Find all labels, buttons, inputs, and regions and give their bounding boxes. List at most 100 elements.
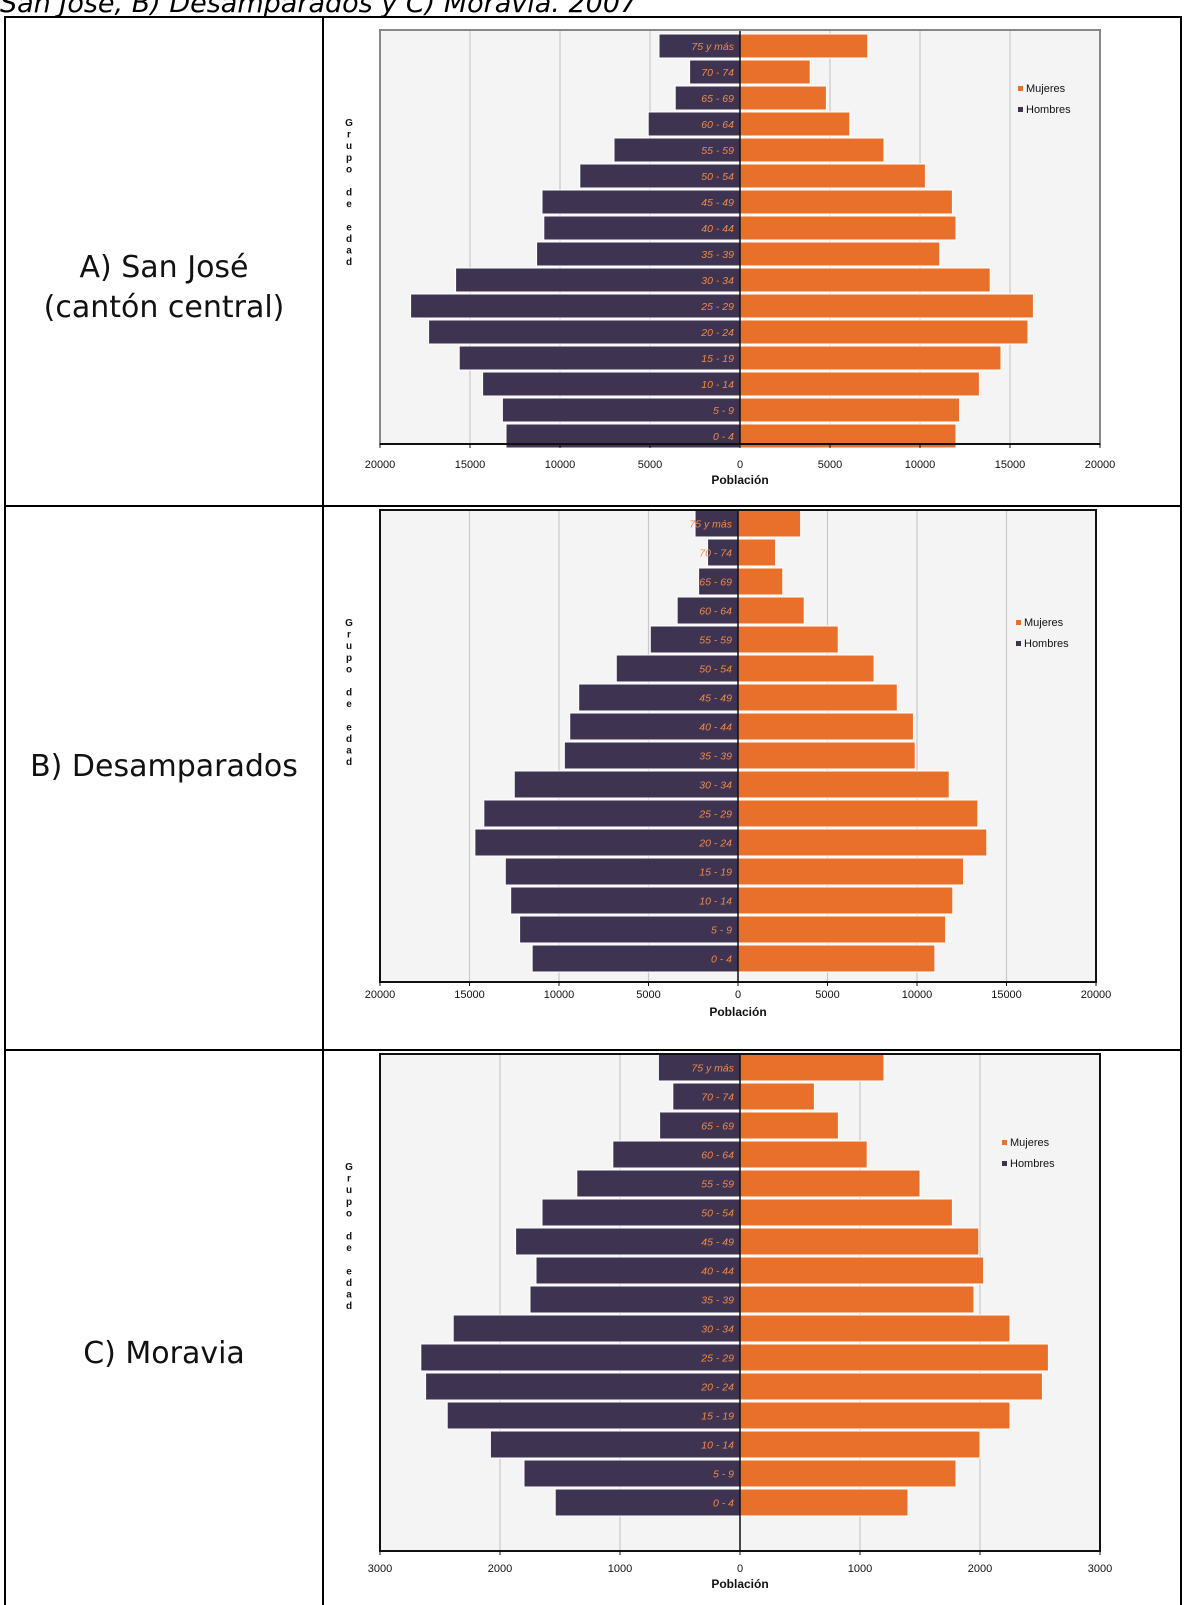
- age-group-label: 30 - 34: [701, 275, 734, 287]
- bar-hombres: [615, 654, 739, 683]
- legend-entry: Mujeres: [1026, 83, 1066, 95]
- row-label-line: B) Desamparados: [30, 749, 298, 784]
- bar-hombres: [428, 319, 741, 345]
- bar-hombres: [563, 741, 739, 770]
- x-tick-label: 15000: [995, 459, 1026, 471]
- age-group-label: 5 - 9: [711, 925, 732, 937]
- bar-mujeres: [737, 944, 936, 973]
- bar-hombres: [489, 1430, 741, 1459]
- bar-hombres: [541, 1198, 741, 1227]
- bar-mujeres: [739, 1140, 868, 1169]
- x-tick-label: 2000: [968, 1563, 992, 1575]
- legend-entry: Hombres: [1024, 638, 1069, 650]
- row-label-moravia: C) Moravia: [6, 1334, 322, 1374]
- x-tick-label: 20000: [365, 459, 396, 471]
- age-group-label: 45 - 49: [701, 197, 734, 209]
- row-label-line: A) San José: [79, 250, 249, 285]
- age-group-label: 20 - 24: [698, 838, 732, 850]
- age-group-label: 35 - 39: [701, 1295, 734, 1307]
- bar-hombres: [483, 799, 739, 828]
- bar-mujeres: [739, 85, 827, 111]
- table-caption: San José, B) Desamparados y C) Moravia. …: [0, 0, 638, 19]
- bar-mujeres: [739, 1285, 975, 1314]
- x-tick-label: 1000: [848, 1563, 872, 1575]
- age-group-label: 55 - 59: [701, 1179, 734, 1191]
- bar-mujeres: [739, 137, 885, 163]
- legend-swatch-hombres: [1016, 641, 1021, 646]
- bar-mujeres: [739, 1459, 957, 1488]
- bar-mujeres: [739, 1372, 1043, 1401]
- age-group-label: 50 - 54: [701, 1208, 734, 1220]
- age-group-label: 70 - 74: [701, 67, 734, 79]
- x-tick-label: 5000: [636, 989, 660, 1001]
- bar-hombres: [519, 915, 739, 944]
- x-tick-label: 15000: [454, 989, 485, 1001]
- x-tick-label: 20000: [1085, 459, 1116, 471]
- legend-swatch-mujeres: [1016, 620, 1021, 625]
- bar-hombres: [689, 59, 741, 85]
- bar-mujeres: [739, 1314, 1011, 1343]
- x-axis-label: Población: [711, 473, 768, 487]
- age-group-label: 60 - 64: [699, 606, 732, 618]
- x-axis-label: Población: [711, 1577, 768, 1591]
- bar-mujeres: [739, 215, 957, 241]
- x-tick-label: 10000: [544, 989, 575, 1001]
- bar-mujeres: [737, 683, 898, 712]
- age-group-label: 0 - 4: [713, 431, 734, 443]
- bar-mujeres: [737, 741, 916, 770]
- bar-hombres: [612, 1140, 741, 1169]
- bar-hombres: [613, 137, 741, 163]
- bar-hombres: [569, 712, 739, 741]
- bar-mujeres: [739, 1343, 1049, 1372]
- age-group-label: 10 - 14: [699, 896, 732, 908]
- age-group-label: 65 - 69: [701, 93, 734, 105]
- x-axis-label: Población: [709, 1005, 766, 1019]
- x-tick-label: 10000: [545, 459, 576, 471]
- bar-mujeres: [737, 915, 947, 944]
- bar-mujeres: [739, 1256, 985, 1285]
- bar-mujeres: [739, 371, 980, 397]
- x-tick-label: 0: [735, 989, 741, 1001]
- bar-mujeres: [739, 1053, 885, 1082]
- age-group-label: 50 - 54: [701, 171, 734, 183]
- x-tick-label: 5000: [818, 459, 842, 471]
- bar-mujeres: [739, 189, 953, 215]
- age-group-label: 60 - 64: [701, 119, 734, 131]
- x-tick-label: 0: [737, 459, 743, 471]
- x-tick-label: 5000: [638, 459, 662, 471]
- x-tick-label: 2000: [488, 1563, 512, 1575]
- x-tick-label: 0: [737, 1563, 743, 1575]
- age-group-label: 30 - 34: [699, 780, 732, 792]
- x-tick-label: 3000: [368, 1563, 392, 1575]
- bar-hombres: [541, 189, 741, 215]
- age-group-label: 30 - 34: [701, 1324, 734, 1336]
- bar-hombres: [579, 163, 741, 189]
- bar-hombres: [658, 33, 741, 59]
- age-group-label: 35 - 39: [701, 249, 734, 261]
- legend-entry: Hombres: [1026, 104, 1071, 116]
- bar-mujeres: [737, 596, 805, 625]
- age-group-label: 55 - 59: [701, 145, 734, 157]
- bar-hombres: [657, 1053, 741, 1082]
- bar-hombres: [529, 1285, 741, 1314]
- x-tick-label: 5000: [815, 989, 839, 1001]
- age-group-label: 10 - 14: [701, 379, 734, 391]
- bar-mujeres: [737, 712, 914, 741]
- legend-swatch-hombres: [1002, 1161, 1007, 1166]
- table-row-divider-2: [4, 1049, 1182, 1051]
- age-group-label: 40 - 44: [699, 722, 732, 734]
- bar-hombres: [510, 886, 739, 915]
- legend-entry: Mujeres: [1010, 1137, 1050, 1149]
- bar-mujeres: [739, 397, 961, 423]
- bar-hombres: [420, 1343, 741, 1372]
- bar-hombres: [649, 625, 739, 654]
- bar-hombres: [501, 397, 741, 423]
- bar-mujeres: [739, 1430, 981, 1459]
- bar-mujeres: [739, 163, 926, 189]
- bar-mujeres: [739, 1488, 909, 1517]
- age-group-label: 65 - 69: [701, 1121, 734, 1133]
- bar-mujeres: [739, 319, 1029, 345]
- bar-hombres: [458, 345, 741, 371]
- age-group-label: 45 - 49: [699, 693, 732, 705]
